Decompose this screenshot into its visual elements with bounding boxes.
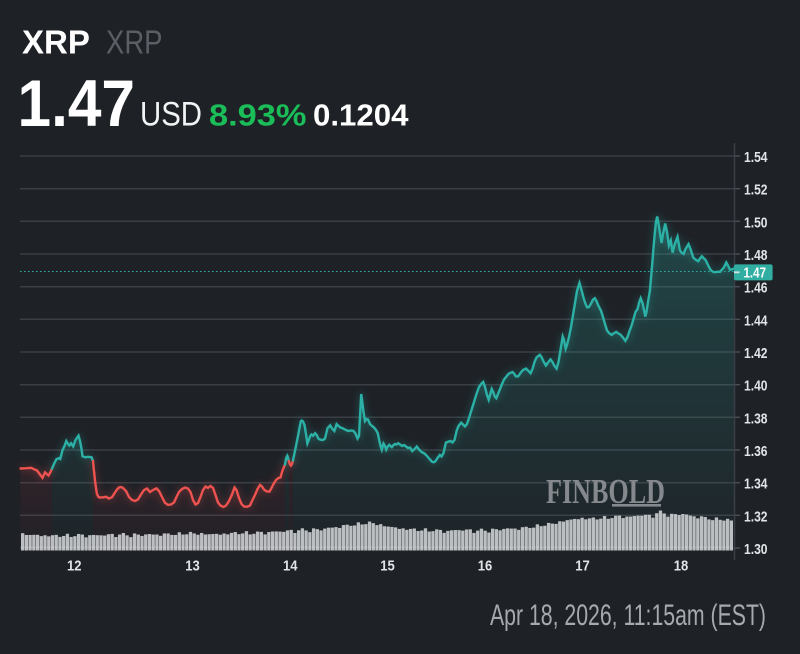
svg-text:15: 15: [380, 558, 395, 574]
svg-text:1.38: 1.38: [744, 410, 768, 427]
svg-text:USD: USD: [140, 96, 202, 134]
svg-text:13: 13: [185, 558, 200, 574]
svg-text:8.93%: 8.93%: [209, 97, 307, 132]
svg-text:1.47: 1.47: [744, 265, 767, 282]
svg-text:XRP: XRP: [106, 23, 163, 60]
svg-text:1.30: 1.30: [744, 541, 768, 558]
svg-text:0.1204: 0.1204: [313, 97, 409, 132]
svg-text:14: 14: [283, 558, 298, 574]
svg-text:1.54: 1.54: [744, 149, 768, 166]
svg-text:1.44: 1.44: [744, 312, 768, 329]
svg-text:16: 16: [478, 558, 493, 574]
svg-text:17: 17: [575, 558, 590, 574]
svg-text:1.47: 1.47: [18, 67, 136, 140]
svg-text:1.42: 1.42: [744, 345, 768, 362]
svg-text:1.46: 1.46: [744, 280, 768, 297]
svg-text:Apr 18, 2026, 11:15am (EST): Apr 18, 2026, 11:15am (EST): [490, 599, 766, 632]
svg-text:1.52: 1.52: [744, 182, 768, 199]
svg-text:1.32: 1.32: [744, 508, 768, 525]
svg-text:1.50: 1.50: [744, 214, 768, 231]
svg-text:XRP: XRP: [22, 23, 90, 60]
svg-text:1.36: 1.36: [744, 443, 768, 460]
svg-text:1.34: 1.34: [744, 476, 768, 493]
svg-text:18: 18: [674, 558, 689, 574]
svg-text:12: 12: [67, 558, 82, 574]
svg-text:1.48: 1.48: [744, 247, 768, 264]
svg-text:1.40: 1.40: [744, 378, 768, 395]
